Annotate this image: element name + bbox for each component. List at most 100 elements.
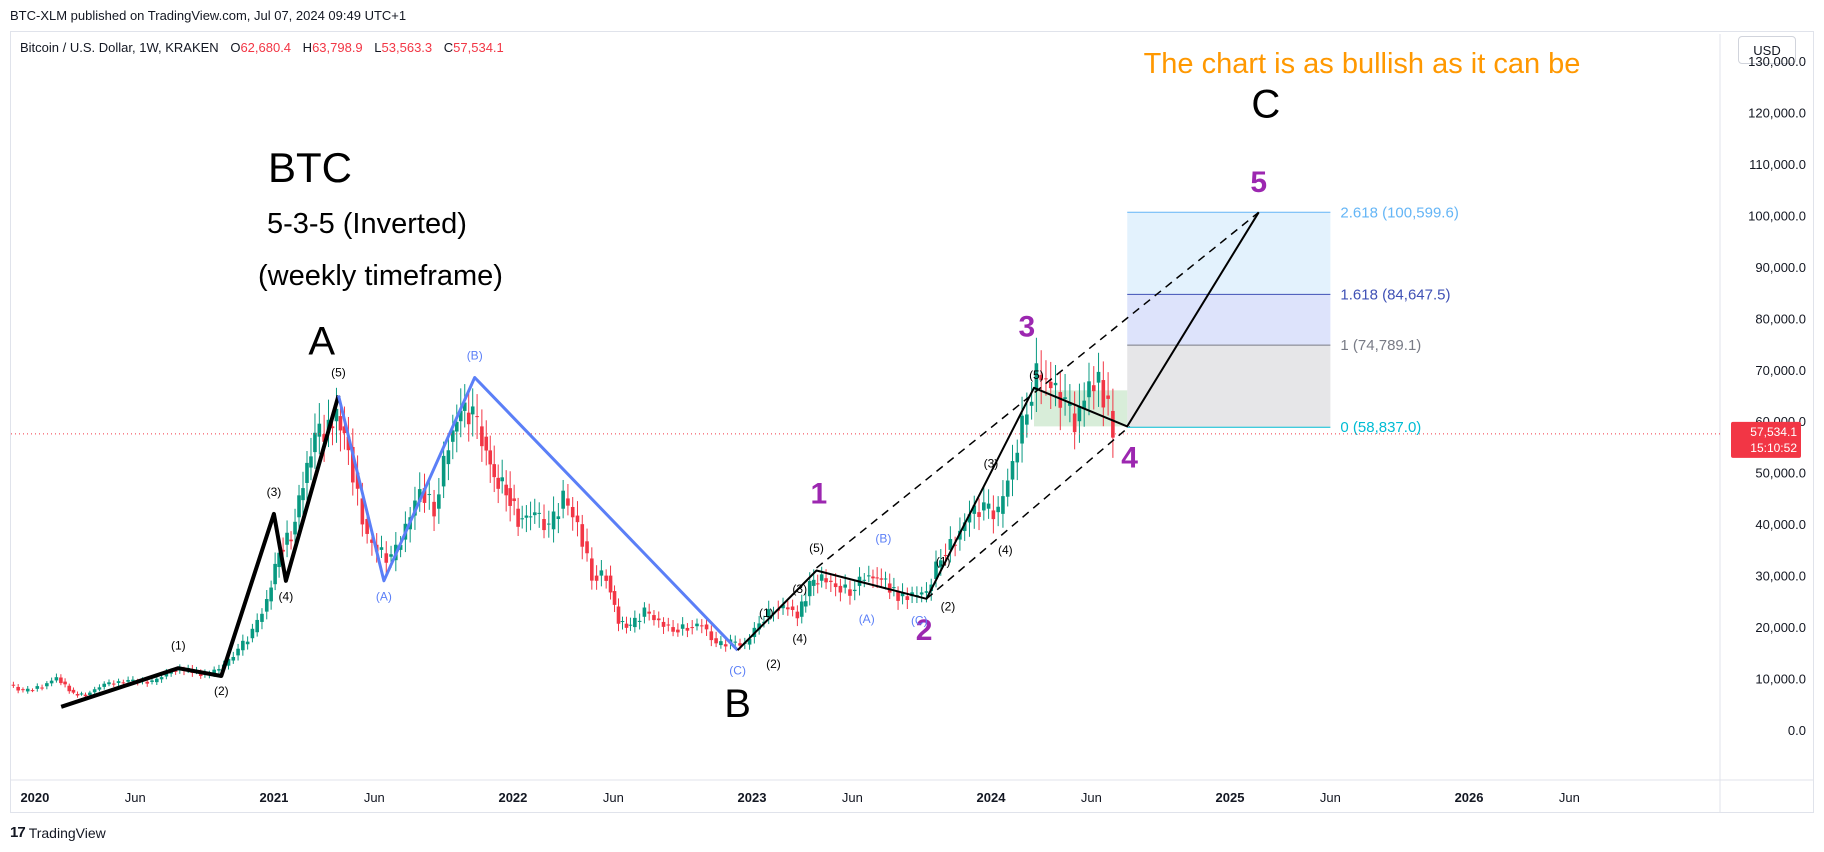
candle-body: [1087, 381, 1091, 398]
candle-body: [652, 615, 656, 621]
candle-body: [379, 547, 384, 550]
annotation-timeframe: (weekly timeframe): [258, 260, 503, 292]
candle-body: [121, 682, 126, 684]
channel-upper-line: [816, 211, 1260, 569]
candle-body: [628, 624, 633, 626]
candle-body: [417, 489, 422, 502]
candle-body: [269, 587, 273, 602]
x-tick-label: Jun: [842, 790, 863, 805]
subwave-label: (2): [941, 600, 956, 614]
candle-body: [54, 677, 59, 681]
candle-body: [322, 434, 326, 442]
candle-body: [843, 584, 847, 588]
candle-body: [819, 574, 824, 581]
low-label: L: [374, 40, 382, 55]
candle-body: [790, 606, 795, 610]
currency-selector[interactable]: USD: [1738, 36, 1796, 64]
candle-body: [88, 692, 92, 696]
symbol-name[interactable]: Bitcoin / U.S. Dollar, 1W, KRAKEN: [20, 40, 219, 55]
y-tick-label: 40,000.0: [1755, 517, 1806, 532]
candle-body: [938, 560, 943, 568]
close-label: C: [443, 40, 454, 55]
y-tick-label: 90,000.0: [1755, 260, 1806, 275]
candle-body: [250, 628, 255, 639]
candle-body: [967, 514, 972, 523]
candle-body: [355, 472, 360, 489]
candle-body: [59, 677, 63, 684]
wave-label-purple: 3: [1018, 310, 1035, 343]
candle-body: [1053, 382, 1058, 386]
candle-body: [570, 507, 575, 518]
candle-body: [285, 532, 289, 545]
candle-body: [45, 683, 49, 687]
candle-body: [49, 680, 54, 684]
candle-body: [786, 607, 790, 610]
candle-body: [943, 555, 948, 557]
subwave-label: (4): [998, 543, 1013, 557]
candle-body: [301, 488, 305, 501]
footer-brand[interactable]: 17 TradingView: [10, 824, 106, 841]
candle-body: [1010, 461, 1015, 480]
candle-body: [360, 498, 365, 525]
candle-body: [594, 575, 599, 581]
candle-body: [1039, 374, 1043, 381]
candle-body: [226, 658, 231, 666]
x-tick-label: 2026: [1455, 790, 1484, 805]
candle-body: [599, 570, 604, 576]
candle-body: [512, 498, 516, 502]
tradingview-logo-icon: 17: [10, 824, 26, 841]
fib-level-label: 1 (74,789.1): [1340, 337, 1421, 354]
candle-body: [612, 591, 617, 605]
candle-body: [241, 640, 245, 651]
candle-body: [260, 613, 264, 622]
subwave-label-blue: (C): [911, 614, 928, 628]
wave-label-c: C: [1251, 83, 1280, 127]
candle-body: [637, 620, 642, 622]
candle-body: [647, 611, 651, 614]
candle-body: [824, 578, 828, 583]
candle-body: [293, 521, 297, 535]
candle-body: [111, 683, 116, 685]
candle-body: [1044, 378, 1048, 380]
candle-body: [21, 689, 25, 691]
candle-body: [102, 683, 107, 687]
candle-body: [277, 552, 281, 568]
y-tick-label: 130,000.0: [1748, 54, 1806, 69]
candle-body: [986, 503, 991, 509]
candle-body: [145, 681, 150, 684]
candle-body: [131, 679, 135, 682]
y-tick-label: 50,000.0: [1755, 466, 1806, 481]
candle-body: [879, 578, 884, 580]
candle-body: [40, 687, 44, 689]
candle-body: [546, 523, 551, 525]
candle-body: [671, 627, 675, 632]
wave-label-purple: 4: [1121, 442, 1138, 475]
x-tick-label: 2022: [498, 790, 527, 805]
y-tick-label: 0.0: [1788, 723, 1806, 738]
x-tick-label: Jun: [1320, 790, 1341, 805]
candle-body: [92, 689, 97, 693]
wave-label-purple: 5: [1250, 166, 1267, 199]
subwave-label: (3): [792, 582, 807, 596]
candle-body: [666, 624, 671, 626]
fib-zone-top: [1127, 212, 1331, 295]
candle-body: [432, 501, 436, 517]
chart-frame: [10, 31, 1814, 813]
candle-body: [561, 490, 565, 509]
candle-body: [1106, 395, 1110, 399]
candle-body: [566, 498, 570, 506]
candle-body: [919, 592, 924, 595]
candle-body: [1072, 413, 1077, 433]
low-value: 53,563.3: [381, 40, 433, 55]
subwave-label: (1): [936, 554, 951, 568]
subwave-label-blue: (A): [376, 589, 392, 603]
candle-body: [1068, 402, 1072, 406]
candle-body: [556, 516, 561, 520]
candle-body: [79, 693, 84, 695]
candle-body: [815, 583, 820, 585]
subwave-label: (2): [214, 684, 229, 698]
wave-label-purple: 1: [811, 478, 828, 511]
candle-body: [384, 553, 389, 563]
open-value: 62,680.4: [240, 40, 292, 55]
